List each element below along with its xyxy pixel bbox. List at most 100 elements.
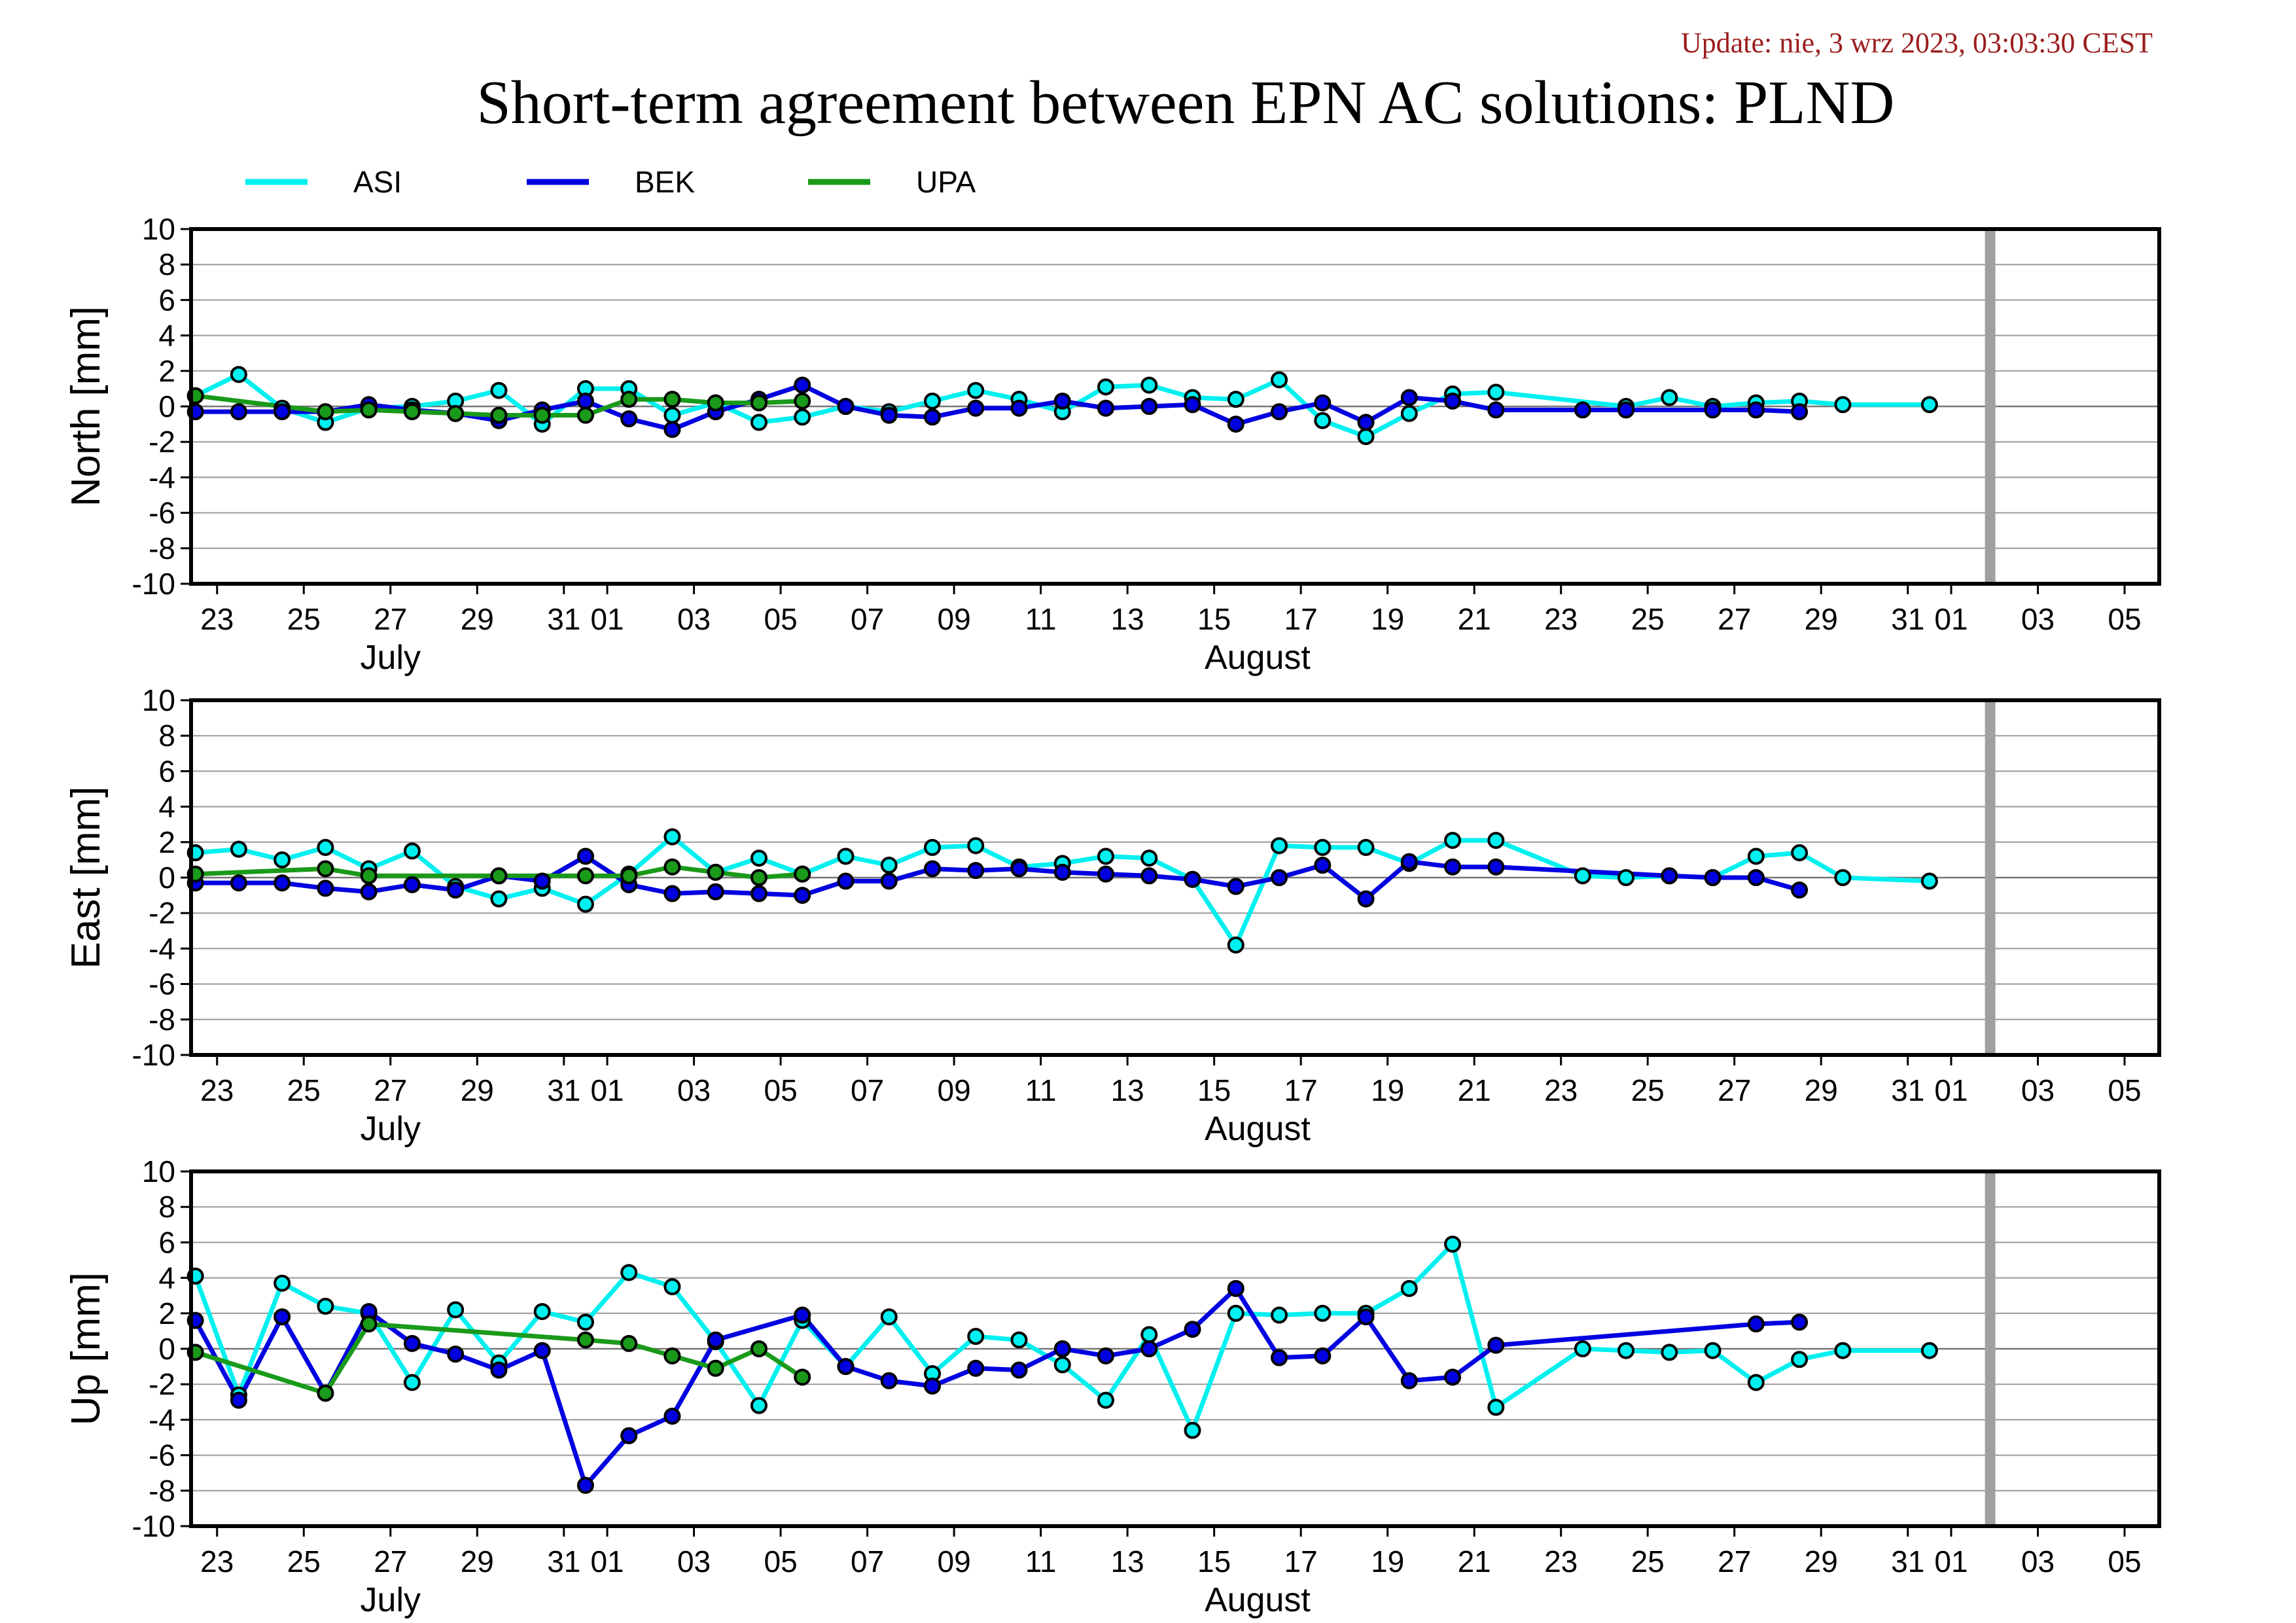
data-point-bek <box>837 872 855 890</box>
data-point-asi <box>1487 1399 1505 1416</box>
data-point-asi <box>490 890 508 908</box>
data-point-asi <box>750 414 768 431</box>
y-tick-label: 4 <box>158 790 175 824</box>
data-point-asi <box>967 1328 985 1346</box>
data-point-asi <box>923 392 941 410</box>
x-tick-label: 15 <box>1197 1544 1231 1578</box>
x-tick-label: 19 <box>1371 1073 1404 1107</box>
x-tick-label: 31 <box>1891 1544 1924 1578</box>
data-point-bek <box>274 874 291 892</box>
x-tick-label: 05 <box>764 1544 797 1578</box>
data-point-bek <box>1314 394 1332 412</box>
legend: ASI BEK UPA <box>245 165 976 199</box>
data-point-upa <box>576 1331 594 1349</box>
data-point-bek <box>1400 853 1418 870</box>
data-point-asi <box>1053 1356 1071 1374</box>
data-point-asi <box>317 838 334 856</box>
data-point-asi <box>1357 838 1375 856</box>
data-point-asi <box>274 1274 291 1292</box>
x-tick-label: 21 <box>1458 1544 1491 1578</box>
data-point-bek <box>1400 1372 1418 1389</box>
x-tick-label: 17 <box>1284 602 1318 636</box>
data-point-bek <box>1010 399 1028 417</box>
data-point-asi <box>750 849 768 867</box>
x-tick-label: 31 <box>547 1544 580 1578</box>
y-tick-label: -8 <box>149 1003 175 1037</box>
x-tick-label: 15 <box>1197 1073 1231 1107</box>
x-tick-label: 13 <box>1111 602 1144 636</box>
legend-label-upa: UPA <box>916 165 976 199</box>
data-point-asi <box>1271 837 1288 855</box>
data-point-bek <box>1747 1315 1765 1333</box>
data-point-bek <box>230 403 247 421</box>
plot-frame <box>189 227 2161 586</box>
data-point-upa <box>750 394 768 412</box>
data-point-upa <box>490 867 508 885</box>
y-tick-label: 10 <box>142 1154 175 1188</box>
x-tick-label: 27 <box>374 1544 407 1578</box>
y-tick-label: -4 <box>149 1402 175 1436</box>
x-tick-label: 29 <box>461 1073 494 1107</box>
data-point-bek <box>967 862 985 880</box>
data-point-upa <box>794 865 811 883</box>
data-point-asi <box>663 1278 681 1296</box>
data-point-bek <box>317 880 334 897</box>
data-point-bek <box>837 1358 855 1376</box>
data-point-asi <box>620 1264 638 1281</box>
legend-label-bek: BEK <box>635 165 695 199</box>
data-point-asi <box>1617 1342 1635 1359</box>
data-point-bek <box>1227 416 1245 433</box>
data-point-bek <box>1487 401 1505 419</box>
data-point-bek <box>1140 867 1158 885</box>
x-tick-label: 21 <box>1458 602 1491 636</box>
data-point-bek <box>967 399 985 417</box>
data-point-asi <box>317 1297 334 1315</box>
y-tick-label: 10 <box>142 212 175 246</box>
x-tick-label: 25 <box>287 1544 321 1578</box>
x-tick-label: 25 <box>287 602 321 636</box>
data-point-bek <box>533 872 551 890</box>
x-tick-label: 03 <box>677 1544 711 1578</box>
data-point-asi <box>1314 1304 1332 1322</box>
data-point-bek <box>1704 401 1722 419</box>
data-point-asi <box>1574 867 1591 885</box>
x-tick-label: 07 <box>851 602 884 636</box>
data-point-bek <box>1357 414 1375 431</box>
y-tick-label: -10 <box>132 567 175 601</box>
data-point-asi <box>663 828 681 846</box>
x-tick-label: 23 <box>200 1073 234 1107</box>
x-month-label: August <box>1205 1110 1311 1148</box>
data-point-bek <box>880 872 898 890</box>
data-point-bek <box>1314 857 1332 874</box>
x-tick-label: 27 <box>1718 602 1751 636</box>
y-tick-label: 6 <box>158 1225 175 1259</box>
data-point-bek <box>1791 881 1809 899</box>
data-point-upa <box>317 1384 334 1402</box>
data-point-bek <box>663 1407 681 1425</box>
data-point-asi <box>1140 849 1158 867</box>
data-point-bek <box>1704 869 1722 886</box>
x-tick-label: 25 <box>1631 1073 1665 1107</box>
data-point-asi <box>403 1374 421 1391</box>
x-tick-label: 07 <box>851 1544 884 1578</box>
data-point-bek <box>403 1334 421 1352</box>
data-point-asi <box>1487 832 1505 849</box>
x-tick-label: 31 <box>1891 602 1924 636</box>
data-point-asi <box>1400 1279 1418 1297</box>
y-tick-label: 0 <box>158 389 175 423</box>
data-point-bek <box>967 1359 985 1377</box>
data-point-bek <box>923 408 941 426</box>
x-month-label: August <box>1205 1581 1311 1619</box>
data-point-asi <box>1834 869 1852 886</box>
data-point-bek <box>663 885 681 902</box>
data-point-bek <box>1140 398 1158 415</box>
x-tick-label: 29 <box>461 602 494 636</box>
data-point-upa <box>707 1359 724 1377</box>
x-tick-label: 19 <box>1371 1544 1404 1578</box>
plot-frame <box>189 1169 2161 1528</box>
data-point-upa <box>750 1340 768 1357</box>
data-point-asi <box>1227 936 1245 954</box>
data-point-asi <box>490 382 508 399</box>
